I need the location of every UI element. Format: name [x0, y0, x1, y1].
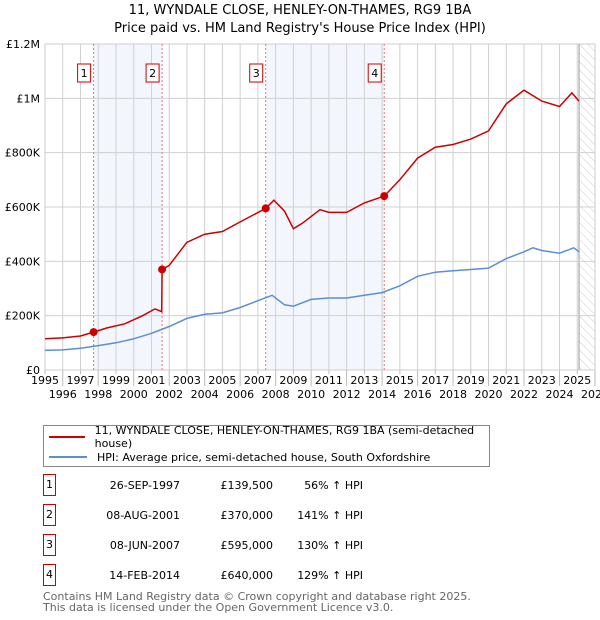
x-tick-label: 2024: [546, 388, 574, 401]
x-tick-label: 2017: [421, 374, 449, 387]
x-tick-label: 2008: [262, 388, 290, 401]
x-tick-label: 1995: [31, 374, 59, 387]
y-tick-label: £1M: [17, 92, 41, 105]
x-tick-label: 2010: [297, 388, 325, 401]
x-tick-label: 2009: [279, 374, 307, 387]
x-tick-label: 2021: [492, 374, 520, 387]
title-line-2: Price paid vs. HM Land Registry's House …: [114, 21, 486, 36]
sale-label-box: [249, 63, 264, 83]
legend: 11, WYNDALE CLOSE, HENLEY-ON-THAMES, RG9…: [43, 424, 490, 467]
x-tick-label: 2000: [120, 388, 148, 401]
x-tick-label: 2018: [439, 388, 467, 401]
x-tick-label: 2001: [137, 374, 165, 387]
title-line-1: 11, WYNDALE CLOSE, HENLEY-ON-THAMES, RG9…: [128, 3, 472, 18]
footer: Contains HM Land Registry data © Crown c…: [43, 591, 471, 613]
x-tick-label: 1999: [102, 374, 130, 387]
sale-label: 1: [81, 67, 88, 80]
sale-point: [380, 192, 389, 201]
x-tick-label: 2012: [333, 388, 361, 401]
chart-title: 11, WYNDALE CLOSE, HENLEY-ON-THAMES, RG9…: [0, 2, 600, 38]
x-tick-label: 2011: [315, 374, 343, 387]
sale-number-badge: 3: [43, 534, 56, 556]
sale-label: 2: [149, 67, 156, 80]
sale-hpi-change: 141% ↑ HPI: [297, 509, 363, 522]
sale-number-badge: 4: [43, 564, 56, 586]
sale-hpi-change: 129% ↑ HPI: [297, 569, 363, 582]
plot-frame: [44, 43, 596, 371]
x-tick-label: 2015: [386, 374, 414, 387]
sale-date: 14-FEB-2014: [109, 569, 180, 582]
x-tick-label: 2013: [350, 374, 378, 387]
sale-label-box: [367, 63, 382, 83]
sale-price: £370,000: [220, 509, 274, 522]
x-tick-label: 2002: [155, 388, 183, 401]
x-tick-label: 2016: [404, 388, 432, 401]
sale-label: 4: [371, 67, 378, 80]
sale-price: £139,500: [220, 479, 274, 492]
x-tick-label: 2023: [528, 374, 556, 387]
sale-label-box: [77, 63, 92, 83]
sale-date: 08-AUG-2001: [106, 509, 180, 522]
series-line-hpi: [44, 246, 580, 352]
sale-price: £595,000: [220, 539, 274, 552]
sale-date: 08-JUN-2007: [109, 539, 180, 552]
price-chart: 1995199619971998199920002001200220032004…: [5, 38, 600, 401]
x-tick-label: 2004: [191, 388, 219, 401]
sale-label-box: [145, 63, 160, 83]
sale-hpi-change: 130% ↑ HPI: [297, 539, 363, 552]
x-tick-label: 2005: [208, 374, 236, 387]
sale-point: [158, 265, 167, 274]
footer-line: Contains HM Land Registry data © Crown c…: [43, 590, 471, 603]
sale-label: 3: [253, 67, 260, 80]
sale-date: 26-SEP-1997: [109, 479, 180, 492]
y-tick-label: £800K: [5, 147, 41, 160]
sale-point: [261, 204, 270, 213]
sale-price: £640,000: [220, 569, 274, 582]
x-tick-label: 2025: [563, 374, 591, 387]
x-tick-label: 2007: [244, 374, 272, 387]
footer-line: This data is licensed under the Open Gov…: [43, 601, 394, 614]
x-tick-label: 2019: [457, 374, 485, 387]
sale-number-badge: 2: [43, 504, 56, 526]
x-tick-label: 2022: [510, 388, 538, 401]
x-tick-label: 1996: [49, 388, 77, 401]
y-tick-label: £200K: [5, 310, 41, 323]
y-tick-label: £1.2M: [6, 38, 40, 51]
x-tick-label: 2020: [475, 388, 503, 401]
legend-label: 11, WYNDALE CLOSE, HENLEY-ON-THAMES, RG9…: [94, 424, 475, 450]
sale-hpi-change: 56% ↑ HPI: [304, 479, 363, 492]
legend-label: HPI: Average price, semi-detached house,…: [97, 450, 431, 464]
series-line-property: [44, 89, 580, 340]
y-tick-label: £400K: [5, 255, 41, 268]
x-tick-label: 1998: [84, 388, 112, 401]
x-tick-label: 2014: [368, 388, 396, 401]
x-tick-label: 2026: [581, 388, 600, 401]
y-tick-label: £600K: [5, 201, 41, 214]
y-tick-label: £0: [26, 364, 40, 377]
sale-point: [89, 328, 98, 337]
x-tick-label: 1997: [66, 374, 94, 387]
x-tick-label: 2003: [173, 374, 201, 387]
sale-number-badge: 1: [43, 474, 56, 496]
legend-swatch-hpi: [49, 456, 87, 458]
legend-item-property: 11, WYNDALE CLOSE, HENLEY-ON-THAMES, RG9…: [44, 424, 489, 450]
legend-item-hpi: HPI: Average price, semi-detached house,…: [44, 448, 489, 466]
legend-swatch-property: [49, 436, 85, 438]
x-tick-label: 2006: [226, 388, 254, 401]
